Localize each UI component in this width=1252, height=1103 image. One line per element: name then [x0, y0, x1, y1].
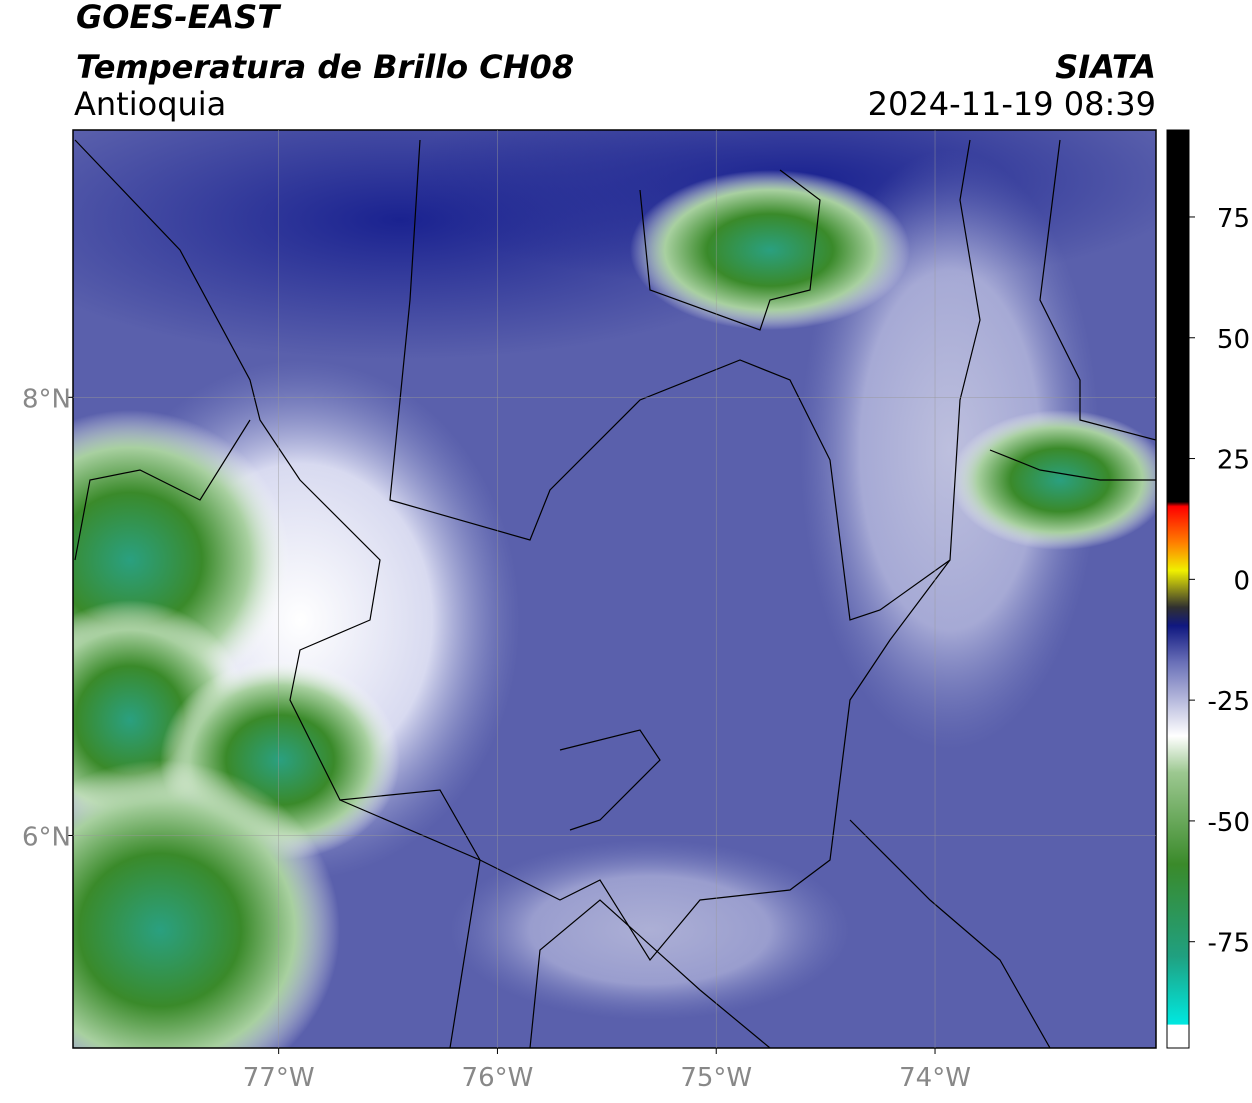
- region: Antioquia: [74, 85, 226, 123]
- map-frame: [72, 129, 1157, 1049]
- colorbar-tick-label: -75: [1208, 929, 1250, 959]
- colorbar: [1166, 129, 1190, 1049]
- map-image: [73, 130, 1156, 1048]
- title: GOES-EAST: [76, 0, 281, 36]
- subtitle: Temperatura de Brillo CH08: [76, 48, 574, 86]
- x-tick-label: 77°W: [243, 1063, 315, 1093]
- colorbar-tick-label: -25: [1208, 687, 1250, 717]
- colorbar-tick-label: 0: [1233, 566, 1250, 596]
- colorbar-tick-label: -50: [1208, 808, 1250, 838]
- colorbar-tick-label: 75: [1217, 204, 1250, 234]
- y-tick-label: 8°N: [22, 384, 71, 414]
- y-tick-label: 6°N: [22, 822, 71, 852]
- x-tick-label: 75°W: [680, 1063, 752, 1093]
- colorbar-tick-label: 25: [1217, 446, 1250, 476]
- source: SIATA: [1055, 48, 1156, 86]
- x-tick-label: 76°W: [462, 1063, 534, 1093]
- colorbar-tick-label: 50: [1217, 325, 1250, 355]
- x-tick-label: 74°W: [899, 1063, 971, 1093]
- datetime: 2024-11-19 08:39: [868, 85, 1156, 123]
